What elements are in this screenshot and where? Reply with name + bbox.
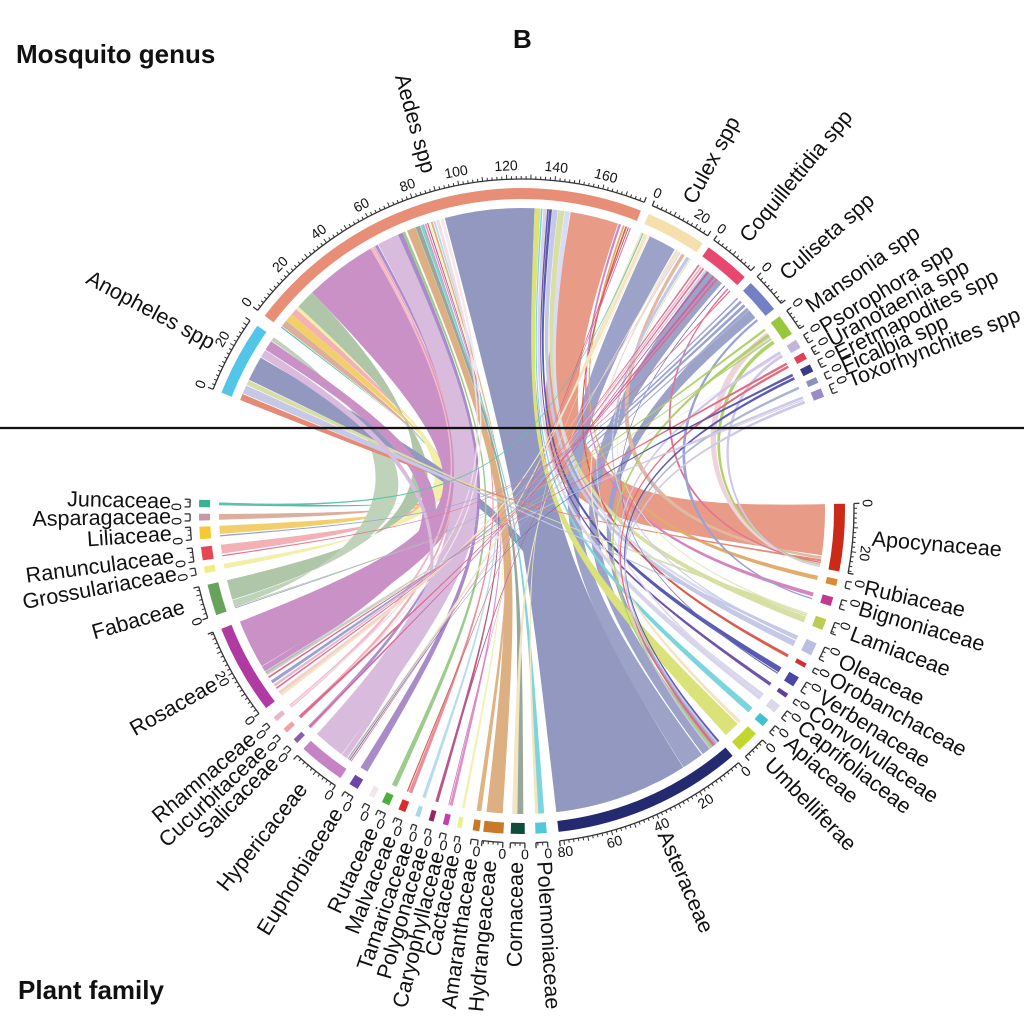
svg-text:0: 0 <box>174 572 191 583</box>
svg-text:20: 20 <box>695 790 717 812</box>
svg-text:0: 0 <box>472 843 482 860</box>
svg-text:80: 80 <box>557 842 575 860</box>
svg-text:0: 0 <box>544 845 553 862</box>
svg-text:100: 100 <box>443 161 469 181</box>
svg-text:0: 0 <box>169 536 186 545</box>
svg-text:0: 0 <box>860 499 876 507</box>
svg-text:20: 20 <box>212 668 234 690</box>
svg-text:Asparagaceae: Asparagaceae <box>32 504 171 531</box>
svg-text:0: 0 <box>521 846 529 862</box>
svg-text:120: 120 <box>494 157 518 174</box>
svg-text:0: 0 <box>168 503 184 511</box>
svg-text:0: 0 <box>498 845 507 861</box>
svg-text:20: 20 <box>856 545 874 563</box>
svg-text:140: 140 <box>544 158 569 176</box>
svg-text:20: 20 <box>211 328 233 350</box>
svg-text:0: 0 <box>846 598 864 610</box>
svg-text:0: 0 <box>851 579 868 590</box>
svg-text:80: 80 <box>397 175 417 195</box>
svg-text:0: 0 <box>452 840 463 857</box>
svg-text:160: 160 <box>593 165 620 186</box>
svg-text:40: 40 <box>651 814 672 835</box>
svg-text:Mosquito genus: Mosquito genus <box>16 39 215 69</box>
svg-text:Juncaceae: Juncaceae <box>67 487 172 513</box>
svg-text:0: 0 <box>168 517 184 525</box>
svg-text:0: 0 <box>438 836 449 853</box>
svg-text:Plant family: Plant family <box>18 975 164 1005</box>
svg-text:0: 0 <box>172 559 189 569</box>
svg-text:B: B <box>513 24 532 54</box>
svg-text:Cornaceae: Cornaceae <box>503 862 528 968</box>
svg-text:Liliaceae: Liliaceae <box>86 522 172 552</box>
svg-text:60: 60 <box>351 194 372 216</box>
svg-text:20: 20 <box>692 205 714 227</box>
svg-text:60: 60 <box>605 832 625 852</box>
